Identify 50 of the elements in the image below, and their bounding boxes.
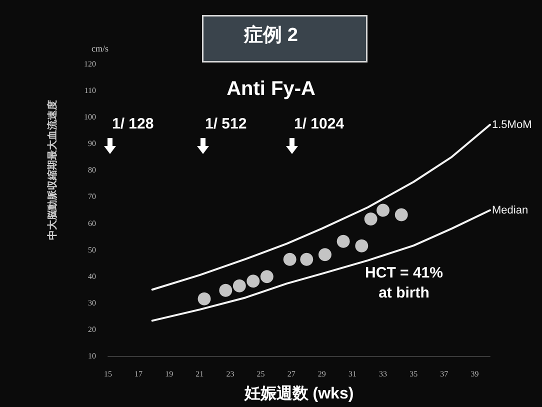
x-tick-label: 31 [348, 370, 356, 378]
y-tick-label: 50 [88, 245, 96, 254]
x-tick-label: 19 [165, 370, 174, 378]
y-tick-label: 110 [84, 86, 96, 96]
y-tick-label: 80 [88, 166, 96, 175]
point [198, 292, 211, 306]
y-tick-label: 10 [88, 352, 96, 360]
y-tick-label: 90 [88, 139, 96, 148]
point [364, 212, 378, 226]
x-tick-label: 27 [287, 370, 296, 378]
point [246, 274, 260, 288]
point [336, 234, 350, 248]
x-tick-label: 25 [256, 370, 265, 378]
y-tick-label: 60 [88, 218, 96, 228]
y-tick-label: 30 [88, 298, 96, 308]
annotation: HCT = 41% at birth [365, 264, 443, 302]
chart-title: 症例 2 [243, 24, 298, 46]
x-tick-label: 33 [379, 370, 388, 378]
x-tick-label: 15 [104, 370, 112, 378]
annotation: 1/ 512 [205, 116, 247, 132]
line-series [151, 209, 491, 322]
annotation: 1/ 1024 [294, 116, 345, 132]
point [283, 252, 296, 266]
point [318, 248, 332, 262]
y-tick-label: 20 [88, 324, 96, 334]
point [355, 239, 368, 252]
point [219, 284, 232, 297]
y-axis-title: 中大脳動脈収縮期最大血流速度 [46, 100, 58, 240]
x-tick-label: 35 [410, 370, 418, 378]
point [232, 279, 246, 292]
y-tick-label: 120 [84, 60, 96, 68]
x-tick-label: 29 [318, 370, 326, 378]
annotation: 1/ 128 [112, 116, 154, 132]
y-tick-label: 70 [88, 192, 96, 202]
series-label: Median [492, 204, 528, 216]
x-tick-label: 17 [134, 370, 143, 378]
point [394, 208, 408, 222]
x-tick-label: 39 [470, 370, 479, 378]
x-tick-label: 23 [226, 370, 234, 378]
y-tick-label: 40 [88, 272, 96, 281]
text: Anti Fy-A [226, 78, 316, 100]
y-tick-label: 100 [84, 112, 96, 122]
point [376, 204, 390, 217]
series-label: 1.5MoM [492, 118, 532, 131]
text: cm/s [92, 44, 109, 54]
x-tick-label: 21 [196, 370, 204, 378]
x-axis-title: 妊娠週数 (wks) [243, 384, 354, 402]
point [300, 252, 314, 266]
x-tick-label: 37 [440, 370, 448, 378]
point [260, 270, 274, 284]
